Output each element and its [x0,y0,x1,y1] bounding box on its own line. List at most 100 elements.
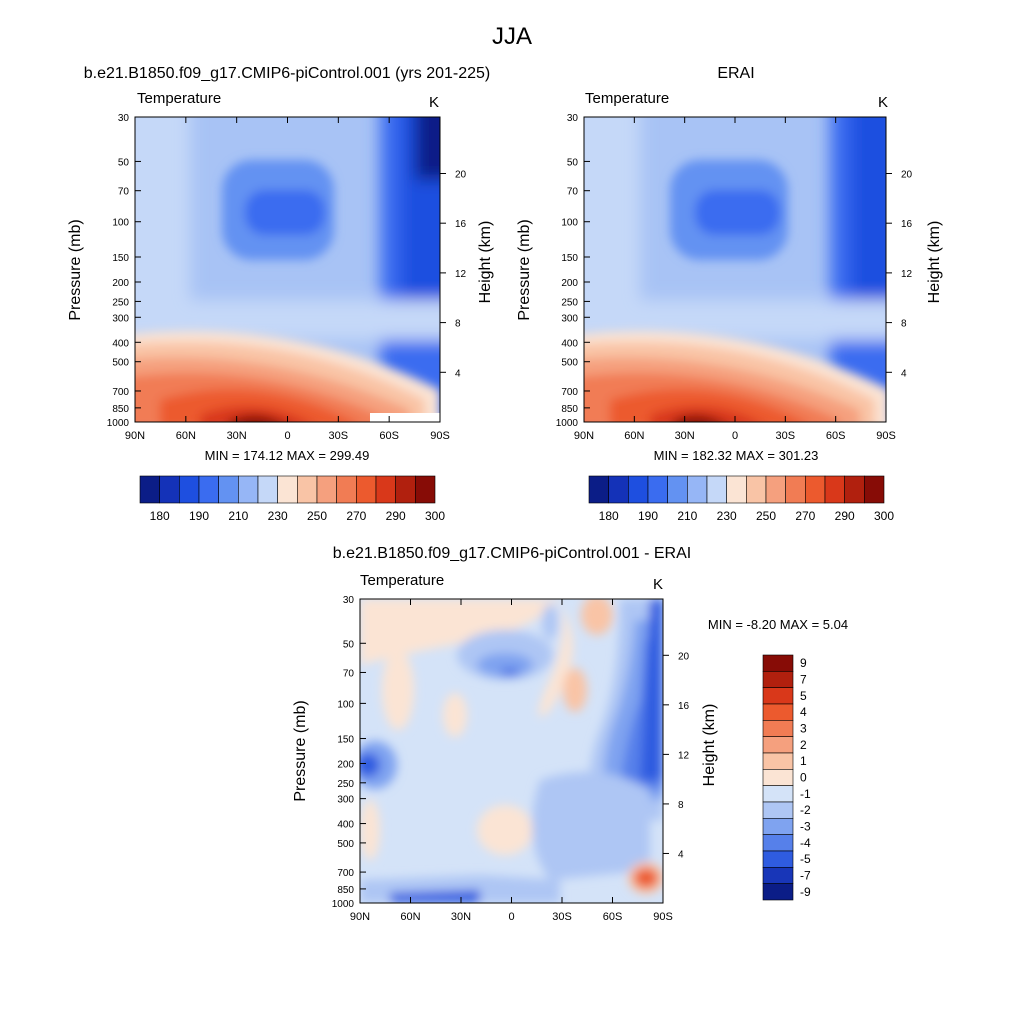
panel-obs-xtick-label: 0 [732,430,738,442]
panel-model-colorbar-label: 210 [228,509,248,523]
panel-obs: ERAI Temperature K P [516,65,943,523]
panel-diff-xtick-label: 60S [603,911,623,923]
panel-obs-colorbar: 180 190 210 230 250 270 290 300 [588,475,894,523]
panel-diff-colorbar-box [762,867,794,884]
panel-obs-xtick-label: 60S [826,430,846,442]
panel-diff-colorbar-label: 3 [800,722,807,736]
panel-diff-xtick-label: 60N [400,911,420,923]
panel-diff-xtick-label: 90N [350,911,370,923]
panel-model: b.e21.B1850.f09_g17.CMIP6-piControl.001 … [67,65,494,523]
panel-diff-field [360,599,663,903]
panel-diff-ytick-right-label: 16 [678,701,690,712]
panel-model-xtick-label: 90N [125,430,145,442]
panel-diff-colorbar-box [762,785,794,803]
panel-model-ytick-label: 400 [112,338,129,349]
panel-diff-colorbar-box [762,818,794,835]
panel-model-ytick-label: 150 [112,253,129,264]
panel-obs-variable-label: Temperature [585,90,669,107]
panel-diff-title: b.e21.B1850.f09_g17.CMIP6-piControl.001 … [333,545,691,562]
panel-model-ytick-label: 1000 [107,418,130,429]
panel-diff-ytick-label: 850 [337,885,354,896]
panel-model-colorbar-box [316,475,337,504]
panel-obs-colorbar-label: 300 [874,509,894,523]
panel-obs-ytick-right-label: 8 [901,319,907,330]
figure-title: JJA [492,23,532,50]
panel-model-ytick-label: 850 [112,404,129,415]
panel-obs-ytick-label: 700 [561,387,578,398]
panel-diff-colorbar-box [762,654,794,672]
panel-diff-ytick-right-label: 20 [678,651,690,662]
panel-obs-colorbar-label: 250 [756,509,776,523]
panel-model-colorbar-box [336,475,357,504]
panel-diff-colorbar-box [762,752,794,770]
panel-diff-ytick-right-label: 8 [678,800,684,811]
panel-obs-ytick-label: 300 [561,313,578,324]
panel-diff-ytick-label: 250 [337,779,354,790]
panel-model-colorbar-box [375,475,396,504]
panel-model-colorbar-box [238,475,259,504]
panel-diff-colorbar-label: -2 [800,803,811,817]
panel-obs-units-label: K [878,94,888,111]
panel-obs-colorbar-box [647,475,668,504]
panel-diff-ylabel: Pressure (mb) [292,700,309,801]
panel-obs-colorbar-label: 210 [677,509,697,523]
panel-model-ytick-right-label: 8 [455,319,461,330]
panel-obs-ytick-right-label: 20 [901,169,913,180]
panel-obs-ytick-label: 150 [561,253,578,264]
panel-obs-ytick-label: 200 [561,278,578,289]
panel-diff-ytick-label: 700 [337,868,354,879]
panel-model-colorbar-label: 180 [150,509,170,523]
panel-model-colorbar-box [297,475,318,504]
panel-obs-ytick-label: 850 [561,404,578,415]
panel-model-colorbar-box [218,475,239,504]
panel-obs-ytick-label: 50 [567,157,579,168]
panel-diff-ytick-right-label: 4 [678,849,684,860]
panel-obs-colorbar-box [824,475,845,504]
panel-model-colorbar-box [159,475,180,504]
panel-obs-stats: MIN = 182.32 MAX = 301.23 [654,448,819,463]
panel-diff-colorbar-label: 9 [800,656,807,670]
panel-model-xtick-label: 90S [430,430,450,442]
panel-diff-colorbar-box [762,769,794,786]
panel-obs-ytick-label: 100 [561,218,578,229]
panel-model-field [135,117,440,422]
panel-diff-colorbar-label: 7 [800,673,807,687]
panel-obs-colorbar-label: 230 [717,509,737,523]
panel-model-ytick-label: 50 [118,157,130,168]
panel-diff-colorbar-box [762,703,794,721]
panel-diff-colorbar-box [762,720,794,737]
panel-diff-colorbar-label: 5 [800,689,807,703]
panel-diff-colorbar: 9 7 5 4 3 2 1 0 -1 -2 -3 -4 -5 -7 -9 [762,654,811,901]
panel-model-xtick-label: 30N [227,430,247,442]
panel-obs-colorbar-box [588,475,609,504]
panel-model-variable-label: Temperature [137,90,221,107]
panel-diff-ytick-label: 100 [337,699,354,710]
panel-diff-units-label: K [653,576,663,593]
panel-diff-ytick-label: 30 [343,595,355,606]
panel-obs-title: ERAI [717,65,754,82]
panel-diff-colorbar-label: -9 [800,885,811,899]
panel-model-colorbar-label: 190 [189,509,209,523]
panel-model-colorbar-box [257,475,278,504]
panel-obs-ytick-label: 70 [567,187,579,198]
panel-obs-colorbar-box [805,475,826,504]
panel-diff-ytick-label: 150 [337,735,354,746]
panel-diff-colorbar-label: -4 [800,836,811,850]
panel-diff-colorbar-box [762,736,794,754]
panel-diff-colorbar-label: -3 [800,820,811,834]
panel-obs-colorbar-label: 270 [795,509,815,523]
panel-obs-xtick-label: 60N [624,430,644,442]
panel-diff-colorbar-label: 1 [800,754,807,768]
panel-model-colorbar-label: 230 [268,509,288,523]
panel-obs-ytick-right-label: 4 [901,368,907,379]
panel-diff-xtick-label: 30S [552,911,572,923]
panel-obs-ylabel: Pressure (mb) [516,219,533,320]
panel-diff-xtick-label: 90S [653,911,673,923]
panel-diff-colorbar-box [762,850,794,868]
panel-obs-ylabel-right: Height (km) [926,221,943,304]
panel-diff-xtick-label: 30N [451,911,471,923]
panel-model-colorbar-label: 270 [346,509,366,523]
panel-model-ytick-label: 300 [112,313,129,324]
panel-model-xtick-label: 0 [284,430,290,442]
